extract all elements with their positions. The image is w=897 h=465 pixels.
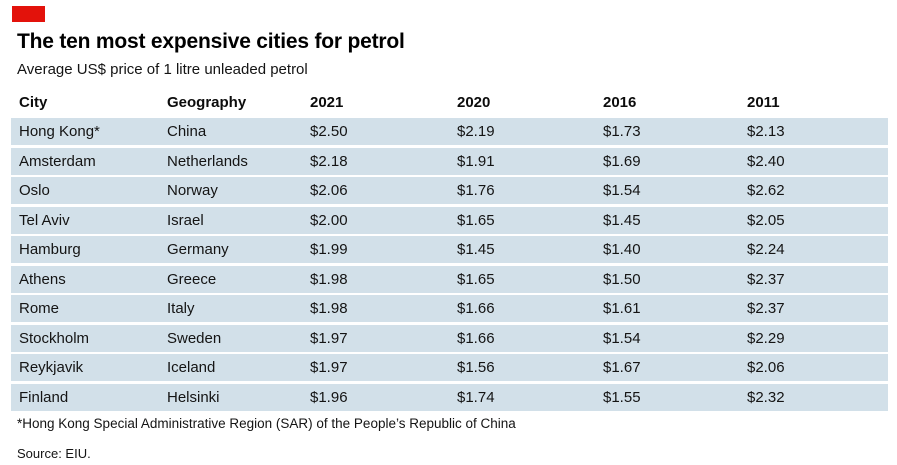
price-cell: $1.98 xyxy=(310,270,348,288)
price-cell: $1.98 xyxy=(310,300,348,317)
price-cell: $1.99 xyxy=(310,241,348,258)
table-row: Stockholm Sweden $1.97 $1.66 $1.54 $2.29 xyxy=(11,324,888,352)
price-cell: $1.56 xyxy=(457,359,495,376)
table-row: Amsterdam Netherlands $2.18 $1.91 $1.69 $2.40 xyxy=(11,147,888,175)
geography-cell: Iceland xyxy=(167,359,216,376)
price-cell: $1.40 xyxy=(603,241,641,258)
price-cell: $1.96 xyxy=(310,388,348,406)
geography-cell: Israel xyxy=(167,211,204,229)
price-cell: $2.18 xyxy=(310,152,348,170)
price-cell: $1.61 xyxy=(603,300,641,317)
price-cell: $2.62 xyxy=(747,182,785,199)
column-header-2011: 2011 xyxy=(747,94,780,111)
price-cell: $1.97 xyxy=(310,359,348,376)
footnote: *Hong Kong Special Administrative Region… xyxy=(17,416,516,431)
price-cell: $1.73 xyxy=(603,123,641,140)
price-cell: $1.54 xyxy=(603,329,641,347)
price-cell: $1.66 xyxy=(457,300,495,317)
price-cell: $1.76 xyxy=(457,182,495,199)
city-cell: Athens xyxy=(19,270,66,288)
price-cell: $2.00 xyxy=(310,211,348,229)
price-cell: $2.24 xyxy=(747,241,785,258)
price-cell: $1.67 xyxy=(603,359,641,376)
chart-subtitle: Average US$ price of 1 litre unleaded pe… xyxy=(17,61,308,78)
city-cell: Hamburg xyxy=(19,241,81,258)
city-cell: Tel Aviv xyxy=(19,211,70,229)
price-cell: $1.55 xyxy=(603,388,641,406)
price-cell: $1.66 xyxy=(457,329,495,347)
price-cell: $2.19 xyxy=(457,123,495,140)
price-cell: $1.45 xyxy=(603,211,641,229)
table-row: Hong Kong* China $2.50 $2.19 $1.73 $2.13 xyxy=(11,118,888,145)
city-cell: Rome xyxy=(19,300,60,317)
price-cell: $1.54 xyxy=(603,182,641,199)
price-cell: $1.74 xyxy=(457,388,495,406)
price-cell: $2.37 xyxy=(747,300,785,317)
table-header-row: City Geography 2021 2020 2016 2011 xyxy=(11,89,888,116)
city-cell: Hong Kong* xyxy=(19,123,100,140)
geography-cell: Netherlands xyxy=(167,152,248,170)
price-cell: $1.65 xyxy=(457,211,495,229)
column-header-city: City xyxy=(19,94,48,111)
city-cell: Stockholm xyxy=(19,329,90,347)
table-row: Oslo Norway $2.06 $1.76 $1.54 $2.62 xyxy=(11,177,888,204)
table-body: Hong Kong* China $2.50 $2.19 $1.73 $2.13 Amste… xyxy=(11,118,888,411)
price-cell: $2.50 xyxy=(310,123,348,140)
geography-cell: Greece xyxy=(167,270,217,288)
price-cell: $2.06 xyxy=(310,182,348,199)
price-cell: $1.69 xyxy=(603,152,641,170)
geography-cell: Germany xyxy=(167,241,229,258)
geography-cell: Sweden xyxy=(167,329,222,347)
column-header-2021: 2021 xyxy=(310,94,344,111)
column-header-2020: 2020 xyxy=(457,94,491,111)
price-cell: $2.29 xyxy=(747,329,785,347)
table-row: Hamburg Germany $1.99 $1.45 $1.40 $2.24 xyxy=(11,236,888,263)
petrol-price-table: City Geography 2021 2020 2016 2011 Hong Kong*… xyxy=(11,89,888,411)
price-cell: $2.40 xyxy=(747,152,785,170)
geography-cell: Norway xyxy=(167,182,218,199)
geography-cell: Italy xyxy=(167,300,195,317)
table-row: Rome Italy $1.98 $1.66 $1.61 $2.37 xyxy=(11,295,888,322)
price-cell: $1.50 xyxy=(603,270,641,288)
price-cell: $2.13 xyxy=(747,123,785,140)
city-cell: Reykjavik xyxy=(19,359,84,376)
price-cell: $1.65 xyxy=(457,270,495,288)
geography-cell: China xyxy=(167,123,207,140)
price-cell: $2.05 xyxy=(747,211,785,229)
table-row: Reykjavik Iceland $1.97 $1.56 $1.67 $2.06 xyxy=(11,354,888,381)
price-cell: $2.06 xyxy=(747,359,785,376)
column-header-geography: Geography xyxy=(167,94,247,111)
chart-title: The ten most expensive cities for petrol xyxy=(17,30,405,53)
table-row: Tel Aviv Israel $2.00 $1.65 $1.45 $2.05 xyxy=(11,206,888,234)
table-row: Athens Greece $1.98 $1.65 $1.50 $2.37 xyxy=(11,265,888,293)
geography-cell: Helsinki xyxy=(167,388,220,406)
price-cell: $1.91 xyxy=(457,152,495,170)
table-row: Finland Helsinki $1.96 $1.74 $1.55 $2.32 xyxy=(11,383,888,411)
price-cell: $1.45 xyxy=(457,241,495,258)
price-cell: $2.32 xyxy=(747,388,785,406)
price-cell: $1.97 xyxy=(310,329,348,347)
city-cell: Finland xyxy=(19,388,69,406)
price-cell: $2.37 xyxy=(747,270,785,288)
city-cell: Amsterdam xyxy=(19,152,96,170)
column-header-2016: 2016 xyxy=(603,94,637,111)
source-line: Source: EIU. xyxy=(17,446,91,461)
city-cell: Oslo xyxy=(19,182,50,199)
brand-red-tab xyxy=(12,6,45,22)
